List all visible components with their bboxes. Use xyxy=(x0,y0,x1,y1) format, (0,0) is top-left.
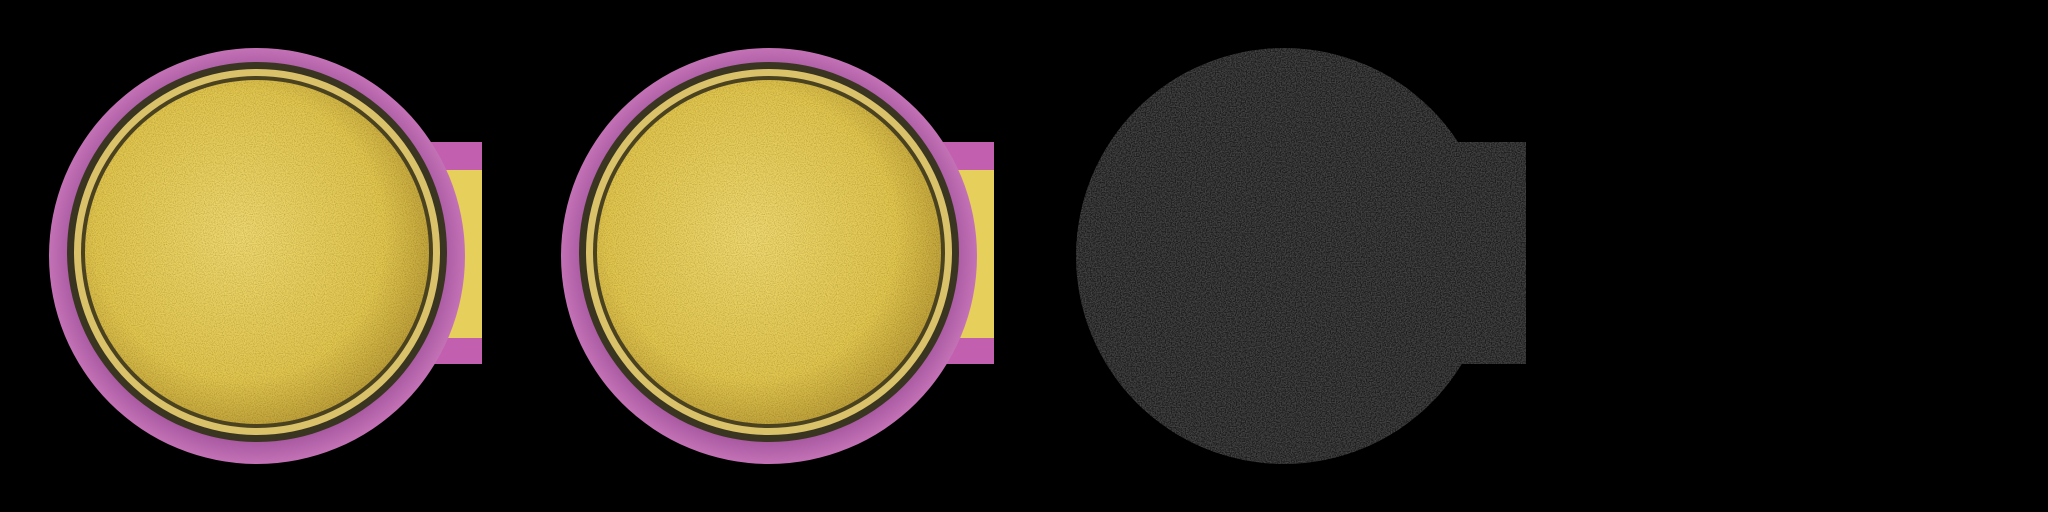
panel-color-micrograph-2 xyxy=(512,0,1024,512)
micrograph-svg-2 xyxy=(512,0,1024,512)
mask-svg xyxy=(1024,0,1536,512)
panel-color-micrograph-1 xyxy=(0,0,512,512)
gold-pad xyxy=(85,80,429,424)
panel-empty xyxy=(1536,0,2048,512)
mask-disc xyxy=(1076,48,1492,464)
gold-pad xyxy=(597,80,941,424)
micrograph-svg-1 xyxy=(0,0,512,512)
empty-svg xyxy=(1536,0,2048,512)
panel-grayscale-mask xyxy=(1024,0,1536,512)
